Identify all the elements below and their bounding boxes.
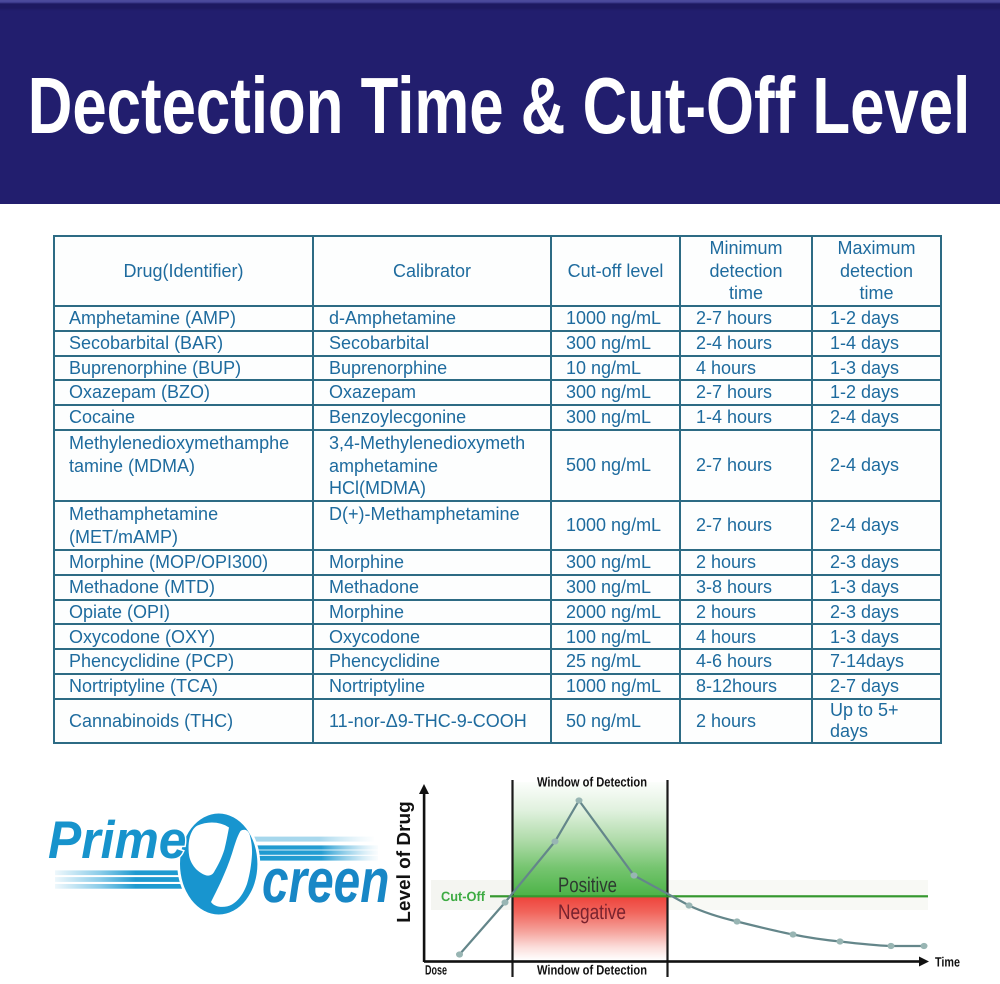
svg-text:Cut-Off: Cut-Off: [441, 889, 485, 904]
svg-text:Dose: Dose: [425, 963, 447, 978]
svg-text:Window of Detection: Window of Detection: [537, 775, 647, 790]
svg-text:Window of Detection: Window of Detection: [537, 963, 647, 978]
svg-text:Time: Time: [935, 955, 960, 970]
svg-text:Negative: Negative: [558, 901, 626, 924]
svg-text:creen: creen: [262, 847, 389, 916]
svg-text:Positive: Positive: [558, 874, 617, 897]
svg-text:Prime: Prime: [48, 811, 186, 870]
svg-text:Level of Drug: Level of Drug: [394, 801, 415, 922]
